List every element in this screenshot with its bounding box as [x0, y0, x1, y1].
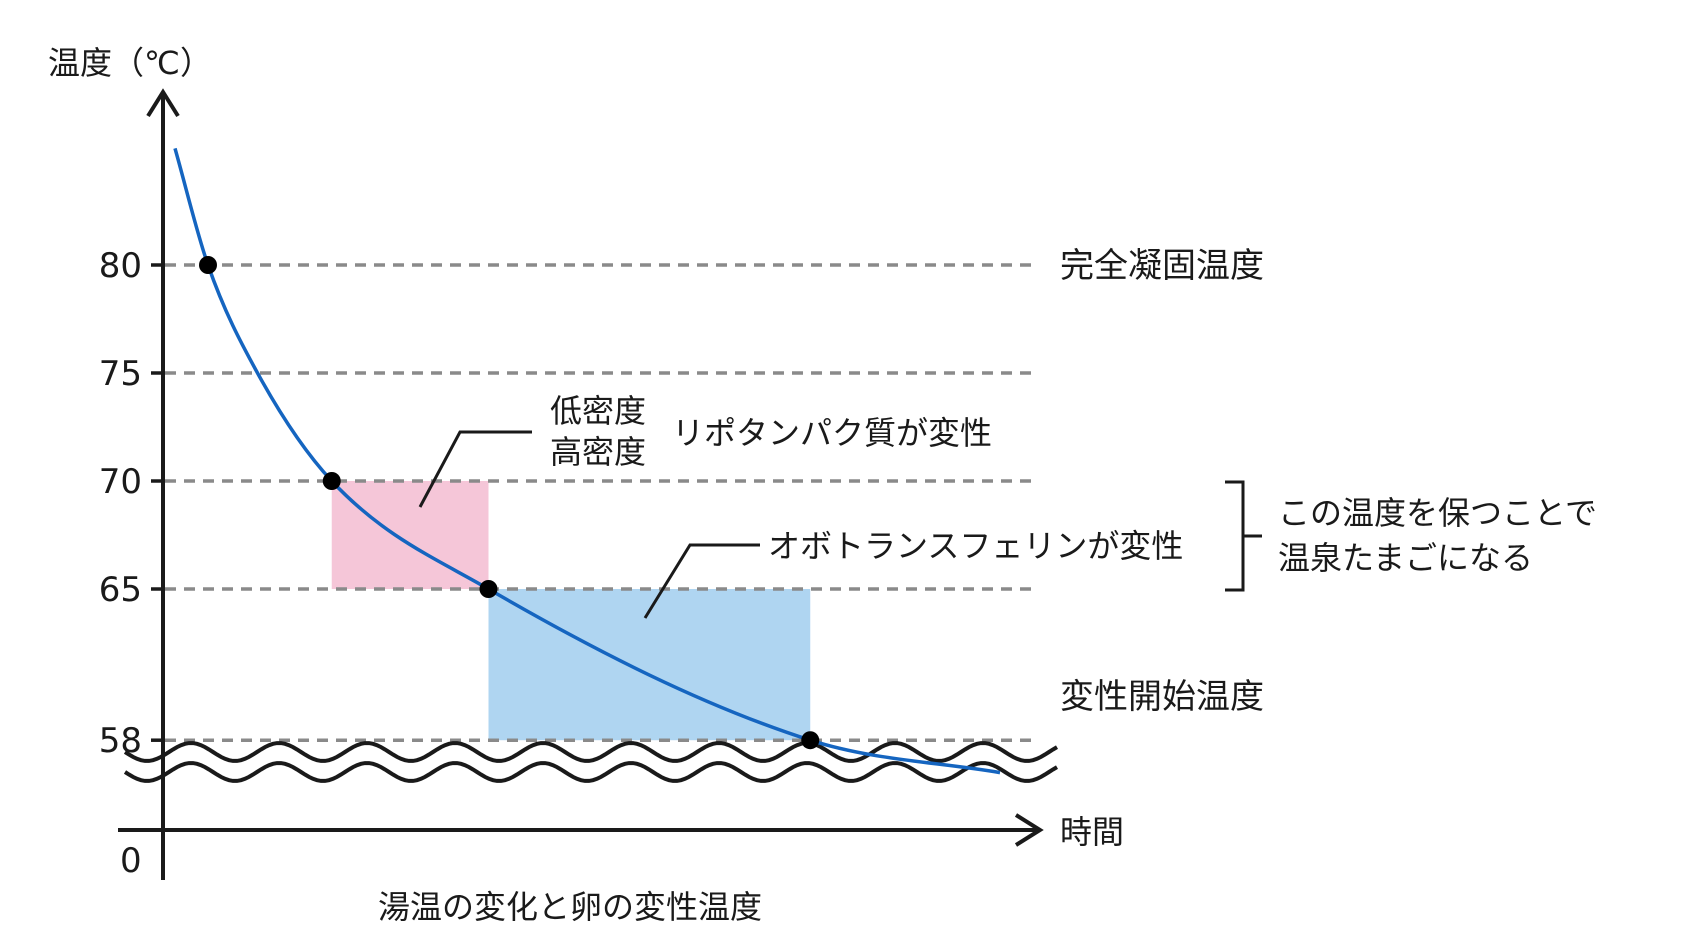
y-tick-label: 58 — [99, 721, 142, 761]
x-axis-title: 時間 — [1060, 813, 1124, 851]
annotation-lipoprotein: 低密度 高密度 リポタンパク質が変性 — [418, 392, 992, 508]
reference-label-denaturation-start: 変性開始温度 — [1060, 677, 1264, 717]
annotation-pink-text: リポタンパク質が変性 — [672, 414, 992, 452]
bracket-text-line2: 温泉たまごになる — [1278, 539, 1533, 577]
origin-label: 0 — [120, 841, 142, 881]
y-tick-label: 75 — [99, 354, 142, 394]
y-tick-label: 65 — [99, 570, 142, 610]
data-point — [199, 256, 217, 274]
axis-break-wave-top — [123, 741, 1059, 763]
annotation-leader-blue — [643, 543, 760, 619]
axis-break-wave-bottom — [123, 761, 1059, 783]
annotation-leader-pink — [418, 430, 532, 508]
data-point — [801, 731, 820, 750]
annotation-pink-line1: 低密度 — [550, 392, 646, 430]
highlight-regions — [331, 481, 811, 741]
y-tick-label: 80 — [99, 246, 142, 286]
data-points — [199, 256, 820, 750]
y-axis-title: 温度（℃） — [48, 44, 212, 82]
data-point — [322, 472, 341, 490]
bracket-text-line1: この温度を保つことで — [1278, 494, 1597, 532]
y-ticks: 80 75 70 65 58 — [99, 246, 163, 761]
chart-title: 湯温の変化と卵の変性温度 — [378, 888, 762, 926]
annotation-pink-line2: 高密度 — [550, 433, 646, 471]
axes — [118, 88, 1044, 880]
y-tick-label: 70 — [99, 462, 142, 502]
reference-label-complete-coagulation: 完全凝固温度 — [1060, 246, 1264, 286]
annotation-blue-text: オボトランスフェリンが変性 — [768, 527, 1183, 565]
annotation-ovotransferrin: オボトランスフェリンが変性 — [643, 527, 1183, 619]
axis-break-waves — [123, 741, 1059, 783]
y-axis-arrowhead — [146, 88, 180, 118]
data-point — [479, 580, 498, 598]
annotation-onsen-tamago: この温度を保つことで 温泉たまごになる — [1225, 480, 1597, 592]
blue-region — [488, 589, 811, 741]
bracket-icon — [1225, 480, 1245, 592]
x-axis-arrowhead — [1014, 813, 1044, 847]
pink-region — [331, 481, 489, 589]
gridlines — [165, 263, 1035, 742]
